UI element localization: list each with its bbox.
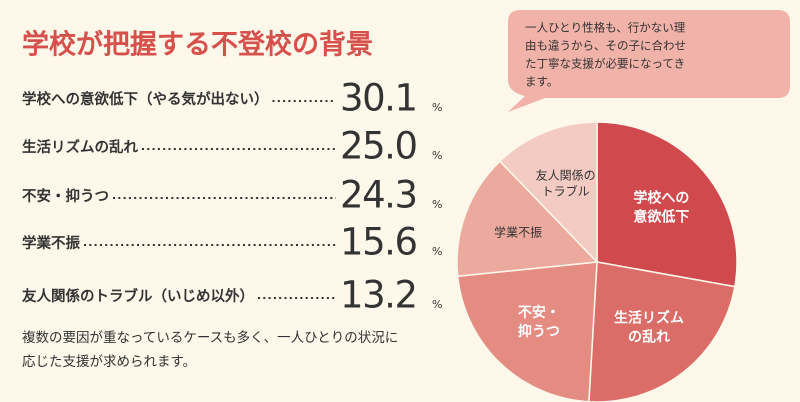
pie-slice bbox=[588, 261, 736, 402]
caption: 応じた支援が求められます。 bbox=[22, 354, 196, 370]
slice-label: の乱れ bbox=[628, 328, 670, 345]
value-label: 30.1 bbox=[340, 77, 418, 120]
category-label: 生活リズムの乱れ bbox=[22, 138, 138, 156]
chart-title: 学校が把握する不登校の背景 bbox=[22, 29, 373, 61]
slice-label: 学校への bbox=[633, 190, 689, 207]
unit-label: % bbox=[432, 198, 442, 211]
slice-label: 意欲低下 bbox=[633, 209, 689, 226]
callout-text: 一人ひとり性格も、行かない理 bbox=[525, 21, 686, 35]
category-label: 学業不振 bbox=[22, 234, 80, 252]
unit-label: % bbox=[432, 101, 442, 114]
slice-label: 不安・ bbox=[518, 304, 560, 321]
slice-label: 友人関係の bbox=[536, 169, 596, 183]
pie-slice bbox=[498, 121, 598, 264]
value-label: 24.3 bbox=[340, 174, 418, 217]
value-label: 25.0 bbox=[340, 125, 418, 168]
value-label: 13.2 bbox=[340, 274, 418, 317]
callout-text: た丁寧な支援が必要になってき bbox=[525, 57, 685, 71]
slice-label: トラブル bbox=[542, 184, 590, 199]
unit-label: % bbox=[432, 245, 442, 258]
callout-text: ます。 bbox=[525, 75, 558, 89]
value-label: 15.6 bbox=[340, 221, 418, 264]
slice-label: 生活リズム bbox=[614, 309, 684, 326]
category-label: 不安・抑うつ bbox=[22, 187, 109, 205]
callout-text: 由も違うから、その子に合わせ bbox=[525, 39, 686, 53]
category-label: 学校への意欲低下（やる気が出ない） bbox=[22, 90, 269, 108]
category-label: 友人関係のトラブル（いじめ以外） bbox=[22, 287, 254, 305]
slice-label: 抑うつ bbox=[518, 323, 560, 340]
slice-label: 学業不振 bbox=[494, 225, 542, 240]
unit-label: % bbox=[432, 298, 442, 311]
unit-label: % bbox=[432, 149, 442, 162]
pie-slice bbox=[456, 160, 599, 278]
speech-bubble bbox=[508, 10, 790, 112]
caption: 複数の要因が重なっているケースも多く、一人ひとりの状況に bbox=[22, 329, 398, 346]
pie-slice bbox=[596, 121, 738, 288]
pie-slice bbox=[456, 261, 598, 402]
